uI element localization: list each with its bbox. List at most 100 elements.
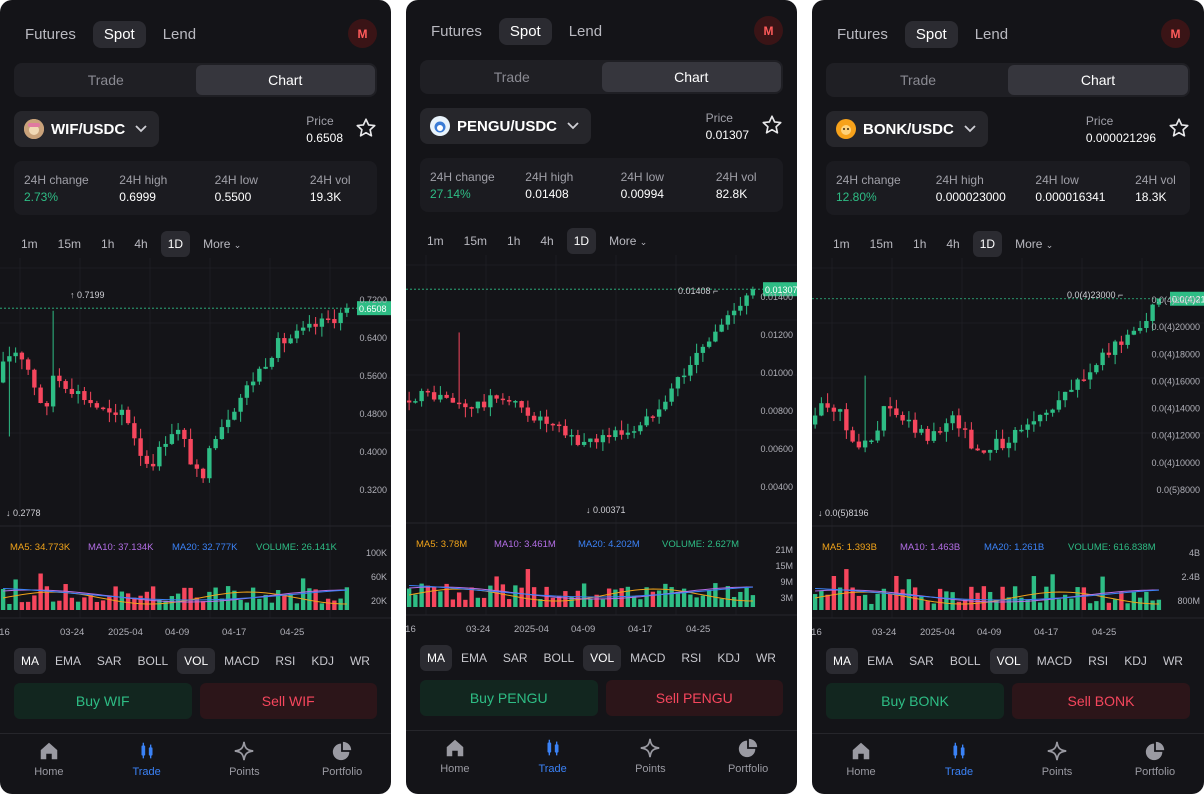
pair-selector[interactable]: PENGU/USDC [420, 108, 592, 144]
indicator-wr[interactable]: WR [755, 651, 776, 665]
volume-bar [1112, 599, 1118, 610]
nav-portfolio[interactable]: Portfolio [293, 734, 391, 794]
tab-spot[interactable]: Spot [498, 17, 552, 45]
last-price-tag [357, 301, 391, 316]
segment-trade[interactable]: Trade [87, 72, 124, 88]
nav-trade[interactable]: Trade [98, 734, 196, 794]
avatar[interactable]: M [1161, 19, 1190, 48]
timeframe-15m[interactable]: 15m [57, 237, 82, 251]
indicator-kdj[interactable]: KDJ [311, 654, 334, 668]
indicator-vol[interactable]: VOL [989, 648, 1028, 674]
tab-futures[interactable]: Futures [837, 25, 888, 43]
timeframe-15m[interactable]: 15m [463, 234, 488, 248]
indicator-boll[interactable]: BOLL [543, 651, 575, 665]
candle-body [1094, 365, 1099, 373]
nav-portfolio[interactable]: Portfolio [1106, 734, 1204, 794]
indicator-rsi[interactable]: RSI [1088, 654, 1109, 668]
tab-futures[interactable]: Futures [25, 25, 76, 43]
sell-button[interactable]: Sell BONK [1012, 683, 1190, 719]
nav-points[interactable]: Points [1008, 734, 1106, 794]
avatar[interactable]: M [348, 19, 377, 48]
candle-body [244, 385, 250, 398]
bonk-coin-icon [836, 119, 856, 139]
timeframe-1m[interactable]: 1m [833, 237, 850, 251]
segment-chart[interactable]: Chart [601, 62, 781, 92]
pair-selector[interactable]: WIF/USDC [14, 111, 160, 147]
sell-button[interactable]: Sell WIF [199, 683, 377, 719]
indicator-vol[interactable]: VOL [583, 645, 622, 671]
timeframe-4h[interactable]: 4h [946, 237, 960, 251]
indicator-ma[interactable]: MA [420, 645, 452, 671]
nav-home[interactable]: Home [812, 734, 910, 794]
indicator-ema[interactable]: EMA [460, 651, 487, 665]
indicator-kdj[interactable]: KDJ [1124, 654, 1147, 668]
tab-spot[interactable]: Spot [92, 20, 146, 48]
nav-points[interactable]: Points [196, 734, 294, 794]
indicator-ema[interactable]: EMA [867, 654, 894, 668]
timeframe-4h[interactable]: 4h [134, 237, 148, 251]
tab-spot[interactable]: Spot [904, 20, 958, 48]
candle-body [1156, 298, 1162, 305]
star-icon[interactable] [355, 117, 377, 139]
indicator-wr[interactable]: WR [1162, 654, 1183, 668]
nav-home[interactable]: Home [406, 731, 504, 791]
timeframe-4h[interactable]: 4h [540, 234, 554, 248]
candlestick-chart[interactable]: 0.0(4)212960.0(4)22000 0.0(4)20000 0.0(4)1… [812, 258, 1204, 643]
timeframe-more[interactable]: More ⌄ [1008, 231, 1060, 257]
nav-home[interactable]: Home [0, 734, 98, 794]
candle-body [569, 435, 574, 437]
indicator-boll[interactable]: BOLL [949, 654, 981, 668]
timeframe-1d[interactable]: 1D [566, 228, 597, 254]
indicator-wr[interactable]: WR [349, 654, 370, 668]
indicator-sar[interactable]: SAR [96, 654, 122, 668]
indicator-rsi[interactable]: RSI [275, 654, 296, 668]
tab-lend[interactable]: Lend [162, 25, 197, 43]
buy-button[interactable]: Buy BONK [826, 683, 1004, 719]
timeframe-more[interactable]: More ⌄ [602, 228, 654, 254]
segment-trade[interactable]: Trade [899, 72, 937, 88]
indicator-sar[interactable]: SAR [502, 651, 528, 665]
pair-selector[interactable]: BONK/USDC [826, 111, 988, 147]
tab-lend[interactable]: Lend [974, 25, 1009, 43]
segment-chart[interactable]: Chart [195, 65, 375, 95]
indicator-vol[interactable]: VOL [177, 648, 216, 674]
volume-bar [550, 597, 556, 607]
timeframe-more[interactable]: More ⌄ [196, 231, 248, 257]
timeframe-15m[interactable]: 15m [869, 237, 894, 251]
sell-button[interactable]: Sell PENGU [605, 680, 783, 716]
star-icon[interactable] [761, 114, 783, 136]
star-icon[interactable] [1168, 117, 1190, 139]
indicator-macd[interactable]: MACD [1036, 654, 1073, 668]
timeframe-1h[interactable]: 1h [507, 234, 521, 248]
segment-trade[interactable]: Trade [493, 69, 530, 85]
indicator-sar[interactable]: SAR [909, 654, 934, 668]
indicator-macd[interactable]: MACD [630, 651, 666, 665]
tab-futures[interactable]: Futures [431, 22, 482, 40]
timeframe-1d[interactable]: 1D [972, 231, 1003, 257]
nav-trade[interactable]: Trade [504, 731, 602, 791]
buy-button[interactable]: Buy WIF [14, 683, 192, 719]
x-tick-label: 2025-04 [920, 627, 955, 638]
indicator-kdj[interactable]: KDJ [717, 651, 740, 665]
indicator-ma[interactable]: MA [14, 648, 46, 674]
nav-points[interactable]: Points [602, 731, 700, 791]
indicator-ma[interactable]: MA [826, 648, 858, 674]
timeframe-1d[interactable]: 1D [160, 231, 191, 257]
nav-portfolio[interactable]: Portfolio [699, 731, 797, 791]
indicator-ema[interactable]: EMA [54, 654, 81, 668]
avatar[interactable]: M [754, 16, 783, 45]
segment-chart[interactable]: Chart [1008, 65, 1188, 95]
indicator-rsi[interactable]: RSI [681, 651, 702, 665]
tab-lend[interactable]: Lend [568, 22, 603, 40]
nav-trade[interactable]: Trade [910, 734, 1008, 794]
indicator-boll[interactable]: BOLL [137, 654, 169, 668]
timeframe-1h[interactable]: 1h [913, 237, 927, 251]
timeframe-1h[interactable]: 1h [101, 237, 115, 251]
indicator-macd[interactable]: MACD [224, 654, 260, 668]
buy-button[interactable]: Buy PENGU [420, 680, 598, 716]
timeframe-1m[interactable]: 1m [427, 234, 444, 248]
volume-bar [100, 600, 106, 610]
timeframe-1m[interactable]: 1m [21, 237, 38, 251]
